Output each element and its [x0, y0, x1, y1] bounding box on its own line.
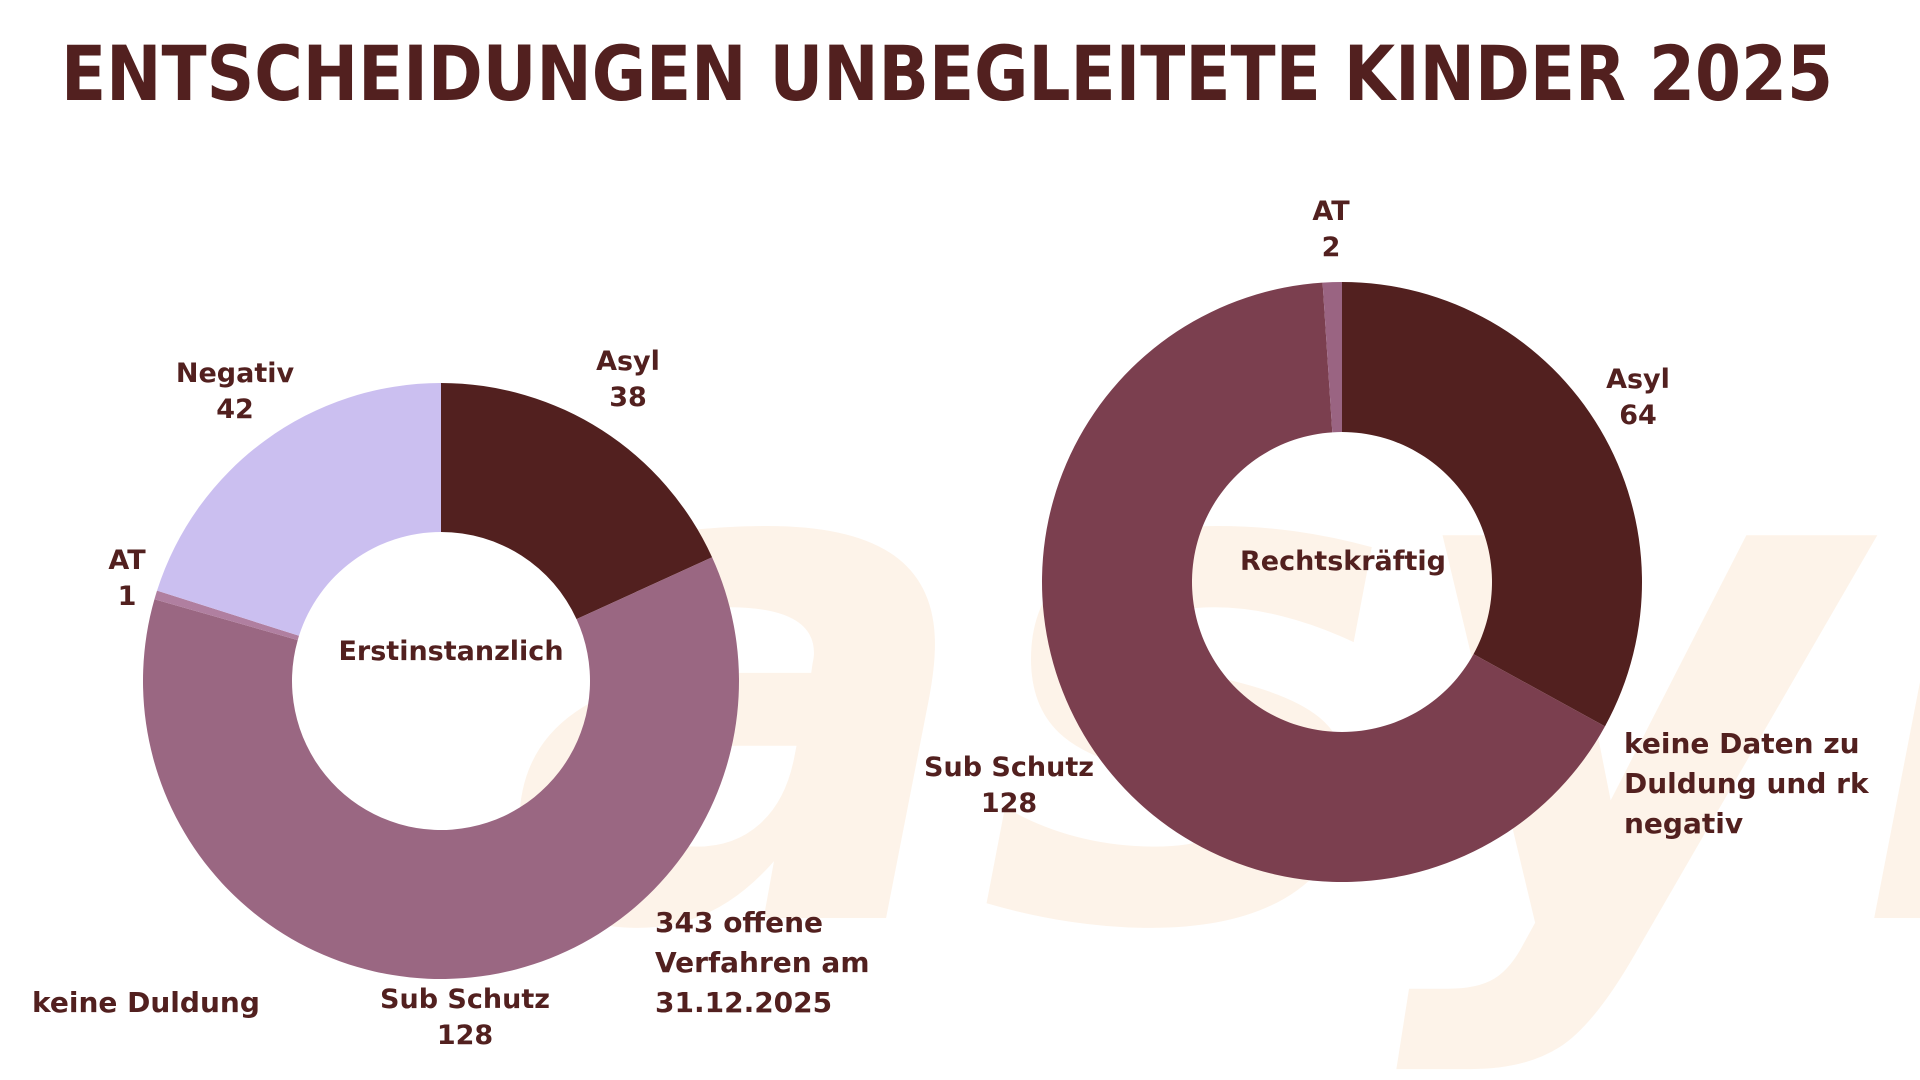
donut-slice: [157, 383, 441, 636]
slice-category: Asyl: [1606, 364, 1670, 395]
slice-value: 38: [609, 382, 647, 413]
page-title: ENTSCHEIDUNGEN UNBEGLEITETE KINDER 2025: [61, 29, 1833, 118]
slice-value: 128: [981, 788, 1037, 819]
donut-slice: [1042, 282, 1605, 882]
slice-category: Sub Schutz: [924, 752, 1094, 783]
annotation: 343 offene Verfahren am 31.12.2025: [655, 906, 870, 1019]
slice-value: 128: [437, 1020, 493, 1051]
annotation: keine Duldung: [32, 986, 260, 1019]
donut-slice: [1322, 282, 1342, 433]
slice-value: 64: [1619, 400, 1657, 431]
donut-slice: [441, 383, 713, 620]
slice-category: Negativ: [176, 358, 295, 389]
donut-slice: [143, 557, 739, 979]
slice-category: AT: [108, 545, 146, 576]
donut-slice: [1342, 282, 1643, 727]
center-label: Erstinstanzlich: [338, 636, 563, 667]
slice-value: 42: [216, 394, 254, 425]
donut-slice: [154, 590, 300, 641]
slice-category: AT: [1312, 196, 1350, 227]
slice-value: 2: [1322, 232, 1341, 263]
slice-category: Sub Schutz: [380, 984, 550, 1015]
center-label: Rechtskräftig: [1240, 546, 1446, 577]
annotation: keine Daten zu Duldung und rk negativ: [1624, 727, 1870, 840]
slice-category: Asyl: [596, 346, 660, 377]
slice-value: 1: [118, 581, 137, 612]
